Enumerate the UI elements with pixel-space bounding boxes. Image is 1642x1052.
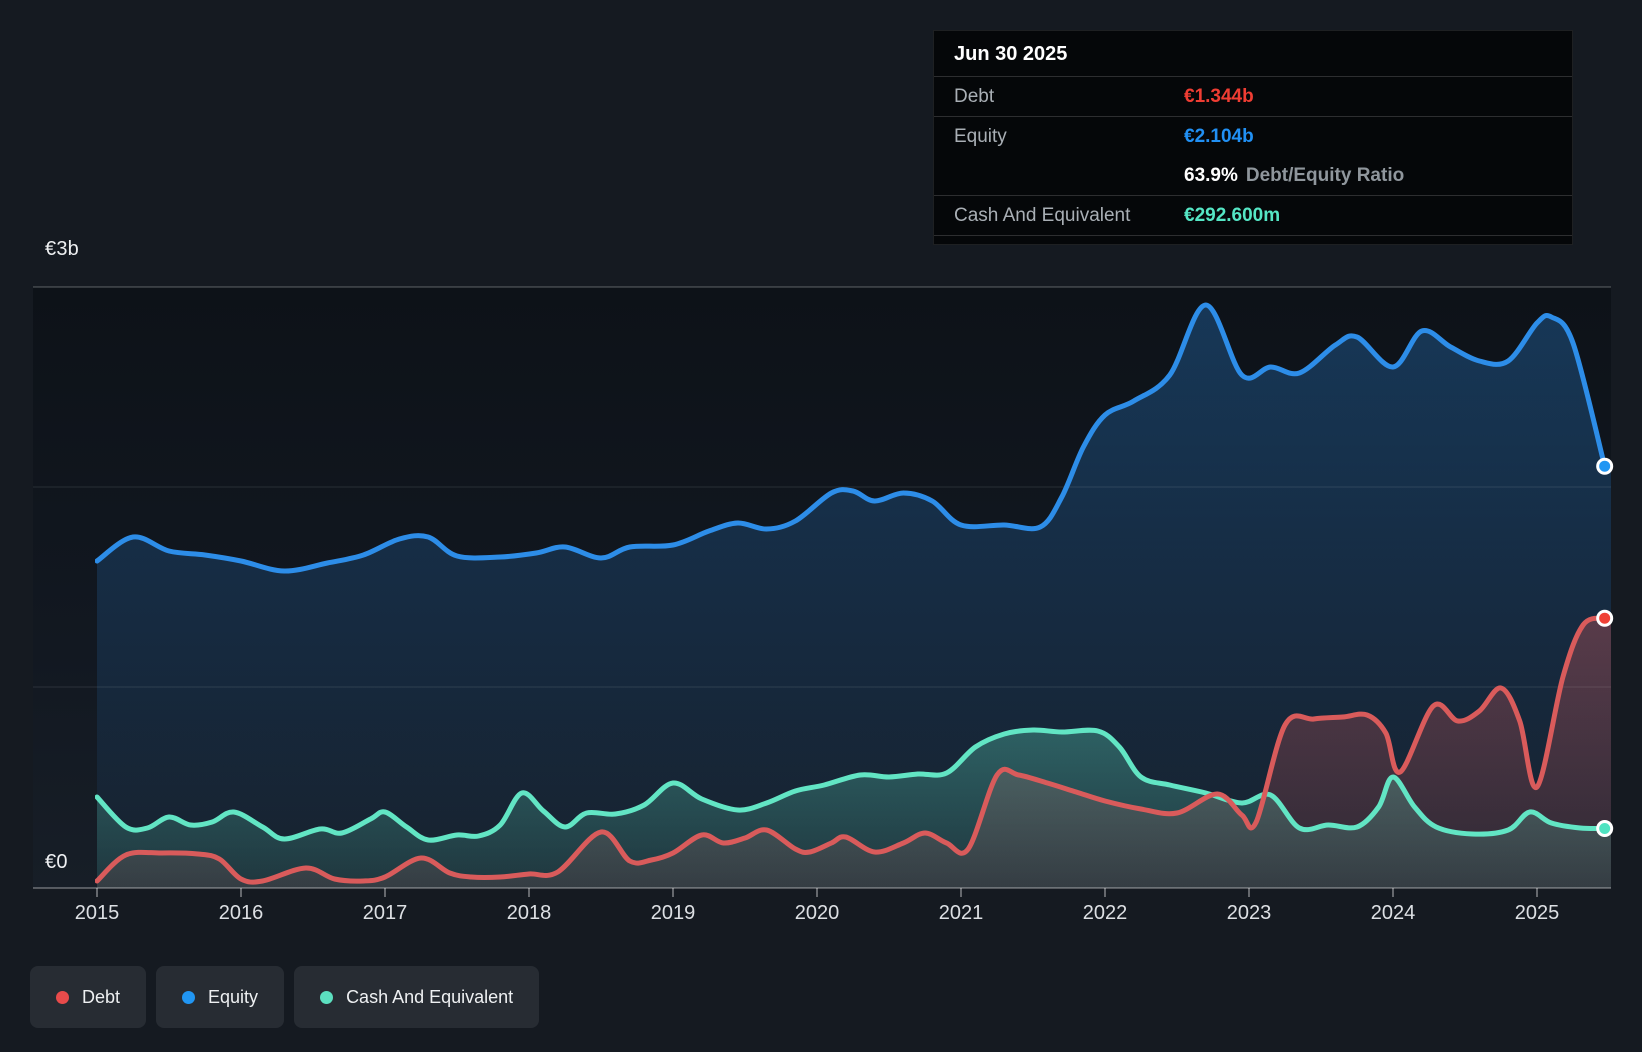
legend-item-cash[interactable]: Cash And Equivalent — [294, 966, 539, 1028]
cash-legend-dot-icon — [320, 991, 333, 1004]
chart-legend: Debt Equity Cash And Equivalent — [30, 966, 539, 1028]
x-axis-label-2020: 2020 — [777, 902, 857, 925]
tooltip-ratio-value: 63.9% — [1184, 165, 1238, 186]
tooltip-date: Jun 30 2025 — [934, 31, 1572, 77]
legend-item-cash-label: Cash And Equivalent — [346, 987, 513, 1008]
cash-and-equivalent-end-marker[interactable] — [1598, 821, 1612, 835]
tooltip-debt-label: Debt — [954, 86, 1184, 108]
x-axis-label-2021: 2021 — [921, 902, 1001, 925]
x-axis-label-2015: 2015 — [57, 902, 137, 925]
debt-end-marker[interactable] — [1598, 611, 1612, 625]
legend-item-debt[interactable]: Debt — [30, 966, 146, 1028]
tooltip-cash-row: Cash And Equivalent €292.600m — [934, 196, 1572, 236]
equity-end-marker[interactable] — [1598, 459, 1612, 473]
y-axis-label-0: €0 — [45, 851, 68, 874]
tooltip-cash-label: Cash And Equivalent — [954, 205, 1184, 227]
x-axis-label-2019: 2019 — [633, 902, 713, 925]
x-axis-label-2016: 2016 — [201, 902, 281, 925]
debt-equity-history-chart: €3b €0 2015 2016 2017 2018 2019 2020 2021 2022 2… — [0, 0, 1642, 1052]
legend-item-debt-label: Debt — [82, 987, 120, 1008]
equity-legend-dot-icon — [182, 991, 195, 1004]
tooltip-ratio: 63.9% Debt/Equity Ratio — [1184, 165, 1404, 187]
debt-legend-dot-icon — [56, 991, 69, 1004]
x-axis-label-2024: 2024 — [1353, 902, 1433, 925]
x-axis-label-2022: 2022 — [1065, 902, 1145, 925]
x-axis-label-2017: 2017 — [345, 902, 425, 925]
tooltip-equity-label: Equity — [954, 126, 1184, 148]
x-axis-label-2018: 2018 — [489, 902, 569, 925]
tooltip-debt-row: Debt €1.344b — [934, 77, 1572, 117]
x-axis-label-2025: 2025 — [1497, 902, 1577, 925]
tooltip-debt-value: €1.344b — [1184, 86, 1254, 108]
tooltip-equity-row: Equity €2.104b — [934, 117, 1572, 156]
legend-item-equity[interactable]: Equity — [156, 966, 284, 1028]
tooltip-equity-value: €2.104b — [1184, 126, 1254, 148]
legend-item-equity-label: Equity — [208, 987, 258, 1008]
x-axis-label-2023: 2023 — [1209, 902, 1289, 925]
y-axis-label-3b: €3b — [45, 238, 79, 261]
tooltip-ratio-label: Debt/Equity Ratio — [1246, 165, 1404, 186]
tooltip-cash-value: €292.600m — [1184, 205, 1280, 227]
tooltip: Jun 30 2025 Debt €1.344b Equity €2.104b … — [933, 30, 1573, 245]
tooltip-ratio-row: 63.9% Debt/Equity Ratio — [934, 156, 1572, 196]
